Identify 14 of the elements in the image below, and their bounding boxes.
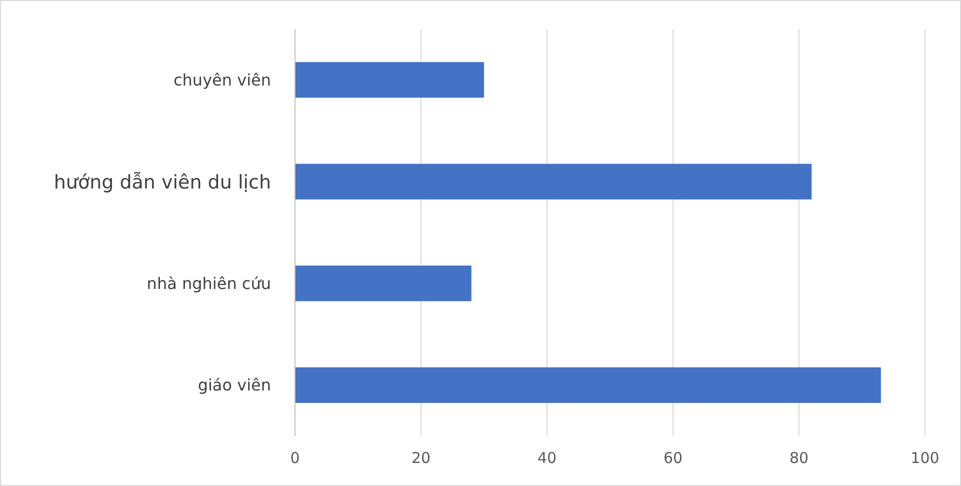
- y-tick-label: hướng dẫn viên du lịch: [54, 171, 271, 194]
- x-tick-label: 0: [290, 449, 300, 467]
- bar: [295, 62, 484, 98]
- y-tick-label: nhà nghiên cứu: [146, 274, 271, 293]
- x-tick-label: 60: [663, 449, 683, 467]
- bar: [295, 266, 472, 302]
- y-tick-label: chuyên viên: [173, 70, 271, 90]
- bar: [295, 164, 812, 200]
- x-tick-label: 100: [910, 449, 940, 467]
- x-tick-label: 40: [537, 449, 557, 467]
- x-tick-label: 20: [411, 449, 431, 467]
- bar: [295, 367, 881, 403]
- y-tick-label: giáo viên: [198, 376, 271, 395]
- x-tick-label: 80: [789, 449, 809, 467]
